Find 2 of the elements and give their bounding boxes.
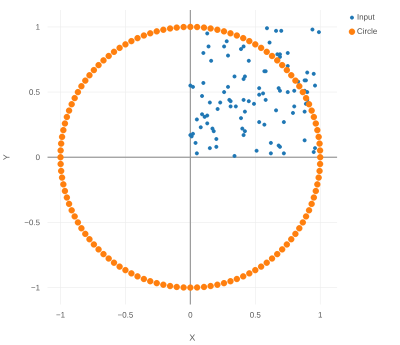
y-axis-title: Y [3,154,10,160]
x-axis-title: X [190,334,196,340]
